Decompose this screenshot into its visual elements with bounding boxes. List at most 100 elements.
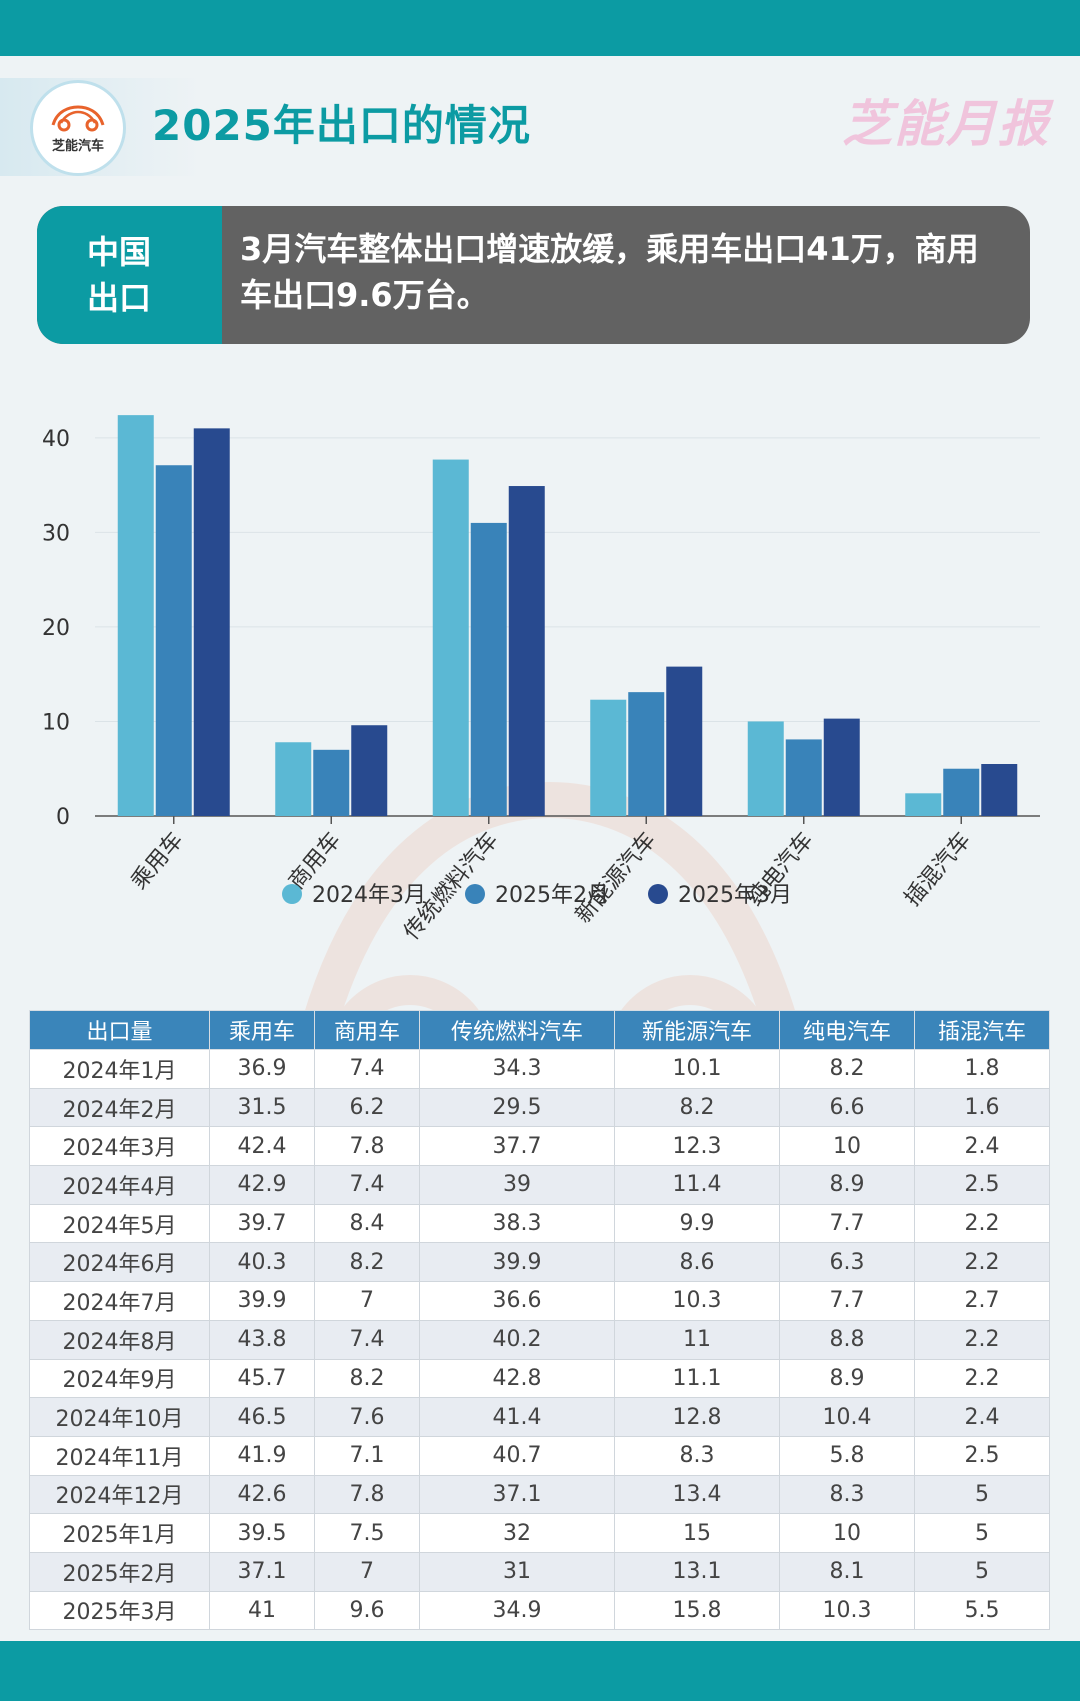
table-cell: 5	[914, 1474, 1050, 1515]
table-cell: 12.3	[614, 1126, 780, 1167]
bar	[747, 721, 784, 816]
table-row-label: 2024年5月	[29, 1203, 210, 1244]
table-cell: 41.9	[209, 1435, 315, 1476]
table-cell: 13.1	[614, 1551, 780, 1592]
bar	[590, 699, 627, 816]
table-cell: 2.4	[914, 1397, 1050, 1437]
bar	[981, 764, 1018, 816]
table-cell: 9.9	[614, 1203, 780, 1244]
table-cell: 10.3	[614, 1281, 780, 1321]
table-cell: 8.4	[314, 1203, 420, 1244]
table-cell: 12.8	[614, 1397, 780, 1437]
legend-marker	[648, 884, 668, 904]
table-row-label: 2024年10月	[29, 1397, 210, 1437]
table-cell: 36.6	[419, 1281, 615, 1321]
bottom-bar	[0, 1641, 1080, 1701]
table-header-cell: 新能源汽车	[614, 1010, 780, 1050]
table-row-label: 2024年9月	[29, 1358, 210, 1399]
table-header-cell: 乘用车	[209, 1010, 315, 1050]
table-cell: 29.5	[419, 1087, 615, 1128]
table-row-label: 2024年4月	[29, 1165, 210, 1205]
legend-label: 2025年2月	[495, 883, 609, 908]
data-table-wrap: 出口量 乘用车 商用车 传统燃料汽车 新能源汽车 纯电汽车 插混汽车 2024年1月 36.9…	[29, 1010, 1050, 1631]
legend-label: 2025年3月	[678, 883, 792, 908]
legend-marker	[465, 884, 485, 904]
table-header-cell: 插混汽车	[914, 1010, 1050, 1050]
table-cell: 7	[314, 1281, 420, 1321]
table-cell: 7.1	[314, 1435, 420, 1476]
table-cell: 13.4	[614, 1474, 780, 1515]
table-cell: 11	[614, 1319, 780, 1360]
table-cell: 10.3	[779, 1590, 915, 1631]
bar	[275, 742, 312, 816]
summary-tag-line1: 中国	[87, 233, 152, 271]
table-cell: 40.7	[419, 1435, 615, 1476]
legend-marker	[282, 884, 302, 904]
table-cell: 2.5	[914, 1435, 1050, 1476]
table-cell: 10	[779, 1126, 915, 1167]
table-cell: 36.9	[209, 1049, 315, 1089]
table-row-label: 2025年1月	[29, 1513, 210, 1553]
table-cell: 8.2	[314, 1242, 420, 1283]
table-cell: 2.2	[914, 1358, 1050, 1399]
table-cell: 7.5	[314, 1513, 420, 1553]
table-cell: 10	[779, 1513, 915, 1553]
table-row-label: 2024年1月	[29, 1049, 210, 1089]
table-row: 2025年3月 41 9.6 34.9 15.8 10.3 5.5	[29, 1590, 1050, 1631]
table-cell: 10.1	[614, 1049, 780, 1089]
table-row: 2024年7月 39.9 7 36.6 10.3 7.7 2.7	[29, 1281, 1050, 1321]
table-row: 2025年1月 39.5 7.5 32 15 10 5	[29, 1513, 1050, 1553]
table-cell: 8.1	[779, 1551, 915, 1592]
bar	[508, 486, 545, 816]
table-cell: 40.3	[209, 1242, 315, 1283]
table-cell: 7.4	[314, 1165, 420, 1205]
table-cell: 38.3	[419, 1203, 615, 1244]
table-cell: 7.4	[314, 1049, 420, 1089]
car-logo-icon	[51, 104, 105, 131]
table-row: 2024年10月 46.5 7.6 41.4 12.8 10.4 2.4	[29, 1397, 1050, 1437]
table-cell: 8.9	[779, 1358, 915, 1399]
table-cell: 39	[419, 1165, 615, 1205]
table-row-label: 2024年3月	[29, 1126, 210, 1167]
table-header-cell: 商用车	[314, 1010, 420, 1050]
top-bar	[0, 0, 1080, 56]
table-cell: 39.9	[419, 1242, 615, 1283]
table-cell: 2.2	[914, 1203, 1050, 1244]
table-cell: 34.9	[419, 1590, 615, 1631]
table-row: 2024年1月 36.9 7.4 34.3 10.1 8.2 1.8	[29, 1049, 1050, 1089]
table-cell: 6.2	[314, 1087, 420, 1128]
table-row-label: 2024年7月	[29, 1281, 210, 1321]
page-title: 2025年出口的情况	[152, 101, 531, 150]
table-row-label: 2024年12月	[29, 1474, 210, 1515]
summary-box: 中国 出口 3月汽车整体出口增速放缓，乘用车出口41万，商用车出口9.6万台。	[37, 206, 1030, 344]
table-cell: 39.9	[209, 1281, 315, 1321]
table-cell: 42.6	[209, 1474, 315, 1515]
y-tick-label: 10	[42, 710, 70, 735]
table-cell: 42.4	[209, 1126, 315, 1167]
bar	[470, 522, 507, 816]
table-cell: 7.8	[314, 1474, 420, 1515]
table-cell: 7.8	[314, 1126, 420, 1167]
table-row: 2024年9月 45.7 8.2 42.8 11.1 8.9 2.2	[29, 1358, 1050, 1399]
table-cell: 11.4	[614, 1165, 780, 1205]
table-cell: 6.3	[779, 1242, 915, 1283]
summary-tag: 中国 出口	[37, 206, 222, 344]
logo-text: 芝能汽车	[51, 138, 104, 154]
table-cell: 2.5	[914, 1165, 1050, 1205]
table-cell: 5	[914, 1513, 1050, 1553]
table-cell: 8.2	[779, 1049, 915, 1089]
table-cell: 6.6	[779, 1087, 915, 1128]
table-row: 2024年6月 40.3 8.2 39.9 8.6 6.3 2.2	[29, 1242, 1050, 1283]
table-cell: 31.5	[209, 1087, 315, 1128]
table-row: 2024年5月 39.7 8.4 38.3 9.9 7.7 2.2	[29, 1203, 1050, 1244]
table-cell: 7.7	[779, 1281, 915, 1321]
bar	[943, 768, 980, 816]
table-cell: 43.8	[209, 1319, 315, 1360]
table-cell: 11.1	[614, 1358, 780, 1399]
bar	[785, 739, 822, 816]
table-cell: 41.4	[419, 1397, 615, 1437]
bar	[432, 459, 469, 816]
table-cell: 37.1	[419, 1474, 615, 1515]
table-cell: 9.6	[314, 1590, 420, 1631]
table-header-cell: 出口量	[29, 1010, 210, 1050]
